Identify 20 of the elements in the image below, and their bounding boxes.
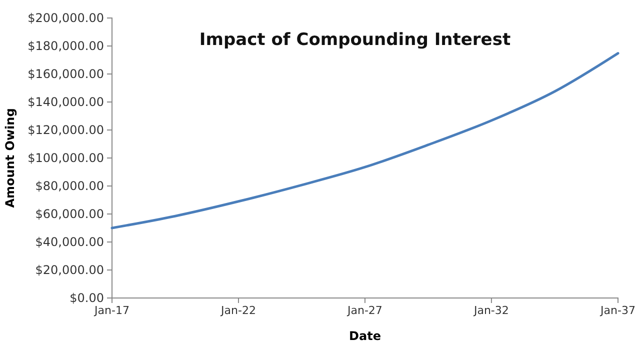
x-axis-title: Date bbox=[349, 329, 381, 343]
y-tick-label: $120,000.00 bbox=[28, 122, 104, 137]
x-tick-label: Jan-32 bbox=[472, 304, 509, 317]
y-tick-label: $20,000.00 bbox=[35, 262, 104, 277]
y-tick-label: $180,000.00 bbox=[28, 38, 104, 53]
x-tick-label: Jan-22 bbox=[220, 304, 256, 317]
y-tick-label: $60,000.00 bbox=[35, 206, 104, 221]
x-tick-label: Jan-37 bbox=[600, 304, 636, 317]
x-tick-label: Jan-27 bbox=[346, 304, 382, 317]
text: Impact of Compounding Interest bbox=[199, 30, 511, 50]
y-tick-label: $80,000.00 bbox=[35, 178, 104, 193]
y-tick-label: $200,000.00 bbox=[28, 10, 104, 25]
line-series bbox=[110, 52, 620, 230]
x-tick-label: Jan-17 bbox=[94, 304, 130, 317]
y-tick-label: $160,000.00 bbox=[28, 66, 104, 81]
y-tick-label: $100,000.00 bbox=[28, 150, 104, 165]
y-tick-label: $0.00 bbox=[70, 290, 104, 305]
y-tick-label: $140,000.00 bbox=[28, 94, 104, 109]
y-tick-label: $40,000.00 bbox=[35, 234, 104, 249]
y-axis-title: Amount Owing bbox=[3, 108, 17, 208]
